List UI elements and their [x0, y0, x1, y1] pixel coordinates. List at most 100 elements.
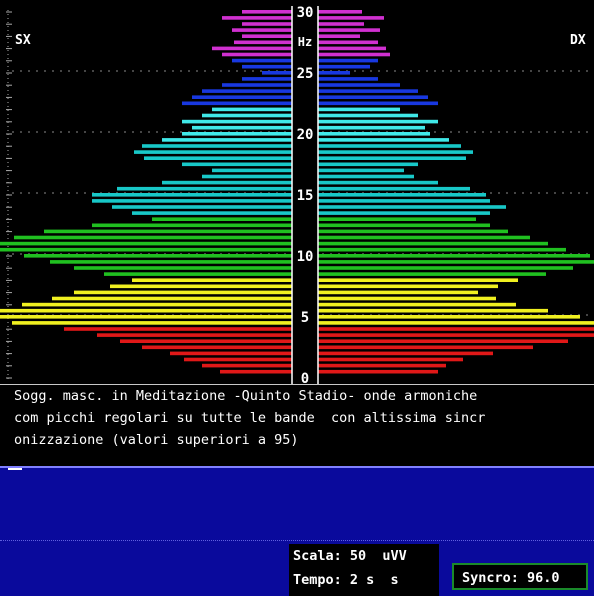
bar-left [112, 205, 292, 209]
bar-left [110, 284, 292, 289]
bar-right [318, 83, 400, 87]
bar-right [318, 22, 364, 26]
syncro-readout: Syncro: 96.0 [452, 563, 588, 590]
bar-right [318, 345, 533, 350]
bar-right [318, 327, 594, 331]
bar-right [318, 180, 438, 185]
bar-left [212, 107, 292, 112]
bar-left [132, 211, 292, 215]
bar-right [318, 16, 384, 20]
bar-right [318, 235, 530, 240]
bar-left [220, 369, 292, 374]
bar-left [152, 217, 292, 221]
bar-right [318, 284, 498, 289]
bar-right [318, 168, 404, 173]
bar-left [170, 351, 292, 356]
tick-label: 30 [297, 5, 314, 21]
bar-right [318, 95, 428, 99]
bar-right [318, 193, 486, 197]
bar-right [318, 333, 594, 337]
bar-left [144, 156, 292, 160]
timeline-marker [8, 468, 22, 470]
bar-left [202, 113, 292, 118]
timeline-border [0, 466, 594, 468]
tick-label: 5 [301, 310, 309, 326]
bar-left [242, 34, 292, 38]
bar-left [242, 22, 292, 26]
bar-right [318, 254, 590, 258]
bar-left [184, 357, 292, 362]
bar-left [232, 28, 292, 32]
bar-left [74, 290, 292, 295]
bar-right [318, 266, 573, 270]
bar-left [0, 315, 292, 319]
bar-left [242, 77, 292, 81]
bar-left [142, 144, 292, 148]
bar-left [202, 89, 292, 93]
bar-left [134, 150, 292, 154]
frequency-scale-column [292, 6, 318, 384]
bar-right [318, 247, 566, 252]
left-hemisphere-label: SX [15, 33, 31, 48]
bar-left [120, 339, 292, 343]
bar-left [92, 223, 292, 228]
axis-unit-label: Hz [298, 35, 312, 49]
scala-value: Scala: 50 uVV [293, 548, 407, 564]
bar-left [182, 162, 292, 167]
bar-right [318, 278, 518, 282]
bar-left [162, 180, 292, 185]
bar-left [74, 266, 292, 270]
bar-left [242, 10, 292, 14]
tick-label: 15 [297, 188, 314, 204]
bar-left [14, 235, 292, 240]
bar-right [318, 107, 400, 112]
tick-label: 20 [297, 127, 314, 143]
bar-right [318, 46, 386, 51]
timeline-gridline [0, 540, 594, 541]
bar-right [318, 321, 594, 325]
bar-left [234, 40, 292, 45]
bar-right [318, 101, 438, 106]
bar-right [318, 229, 508, 234]
bar-right [318, 71, 350, 75]
bar-right [318, 132, 430, 136]
bar-left [44, 229, 292, 234]
bar-left [182, 119, 292, 124]
bar-right [318, 205, 506, 209]
bar-right [318, 156, 466, 160]
bar-left [132, 278, 292, 282]
bar-left [142, 345, 292, 350]
bar-left [97, 333, 292, 337]
bar-left [192, 125, 292, 130]
bar-right [318, 357, 463, 362]
caption-line: com picchi regolari su tutte le bande co… [14, 410, 486, 426]
spectrum-chart: 0 5 10 15 20 25 30 Hz [0, 5, 594, 384]
bar-left [212, 168, 292, 173]
bar-left [12, 321, 292, 325]
tempo-value: Tempo: 2 s s [293, 572, 399, 588]
tick-label: 25 [297, 66, 314, 82]
bar-right [318, 89, 418, 93]
description-panel: Sogg. masc. in Meditazione -Quinto Stadi… [0, 384, 594, 467]
scale-readout: Scala: 50 uVV Tempo: 2 s s [289, 544, 439, 596]
bar-right [318, 52, 390, 57]
caption-line: Sogg. masc. in Meditazione -Quinto Stadi… [14, 388, 478, 404]
bar-right [318, 260, 594, 264]
bar-left [232, 58, 292, 63]
bar-right [318, 296, 496, 301]
bar-right [318, 241, 548, 246]
syncro-value: Syncro: 96.0 [462, 570, 560, 586]
bar-right [318, 302, 516, 307]
bar-left [262, 71, 292, 75]
bar-left [24, 254, 292, 258]
bar-right [318, 138, 449, 142]
caption-line: onizzazione (valori superiori a 95) [14, 432, 299, 448]
bar-right [318, 217, 476, 221]
bar-right [318, 10, 362, 14]
bar-right [318, 186, 470, 191]
bar-left [64, 327, 292, 331]
bar-right [318, 290, 478, 295]
bar-right [318, 308, 548, 313]
bar-left [202, 363, 292, 368]
bar-right [318, 125, 425, 130]
